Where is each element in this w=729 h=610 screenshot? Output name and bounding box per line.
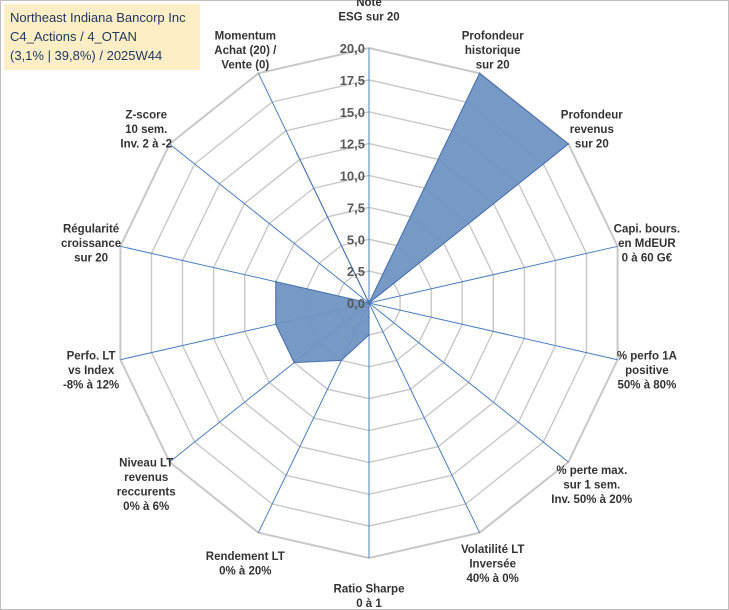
axis-label-line: 40% à 0% (466, 573, 518, 585)
tick-labels: 0,0 2,5 5,0 7,5 10,0 12,5 15,0 17,5 20,0 (340, 41, 365, 311)
axis-label-line: sur 20 (575, 138, 609, 150)
axis-label-line: 0 à 1 (356, 598, 382, 610)
axis-label-line: -8% à 12% (63, 380, 119, 392)
series-polygon (275, 72, 570, 364)
axis-spoke (169, 143, 370, 304)
axis-label: Volatilité LT Inversée 40% à 0% (461, 544, 524, 585)
axis-label: Note ESG sur 20 (338, 0, 399, 23)
axis-label: Profondeur revenus sur 20 (561, 109, 623, 150)
title-line-1: Northeast Indiana Bancorp Inc (10, 10, 186, 25)
axis-label: Profondeur historique sur 20 (462, 30, 524, 71)
axis-label-line: reccurents (117, 487, 176, 499)
axis-spoke (368, 302, 618, 361)
axis-label-line: revenus (570, 124, 614, 136)
axis-label-line: positive (625, 365, 668, 377)
axis-label: Ratio Sharpe 0 à 1 (334, 583, 405, 610)
title-line-2: C4_Actions / 4_OTAN (10, 29, 137, 44)
axis-label-line: Profondeur (561, 109, 623, 121)
series-area (275, 72, 570, 364)
data-point (275, 323, 277, 326)
axis-spoke (368, 245, 618, 304)
data-point (478, 72, 481, 75)
axis-label-line: 50% à 80% (617, 380, 676, 392)
data-point (296, 152, 298, 155)
axis-label-line: croissance (61, 238, 121, 250)
axis-label: Capi. bours. en MdEUR 0 à 60 G€ (614, 224, 680, 265)
axis-label: Régularité croissance sur 20 (61, 224, 121, 265)
axis-label-line: Inv. 2 à -2 (120, 138, 172, 150)
axis-spoke (368, 302, 569, 463)
data-point (567, 143, 570, 145)
axis-label-line: historique (465, 45, 521, 57)
data-point (293, 361, 296, 364)
axis-label: Niveau LT revenus reccurents 0% à 6% (117, 458, 176, 513)
axis-label-line: Rendement LT (206, 551, 285, 563)
tick-label: 10,0 (340, 169, 365, 184)
tick-label: 7,5 (347, 200, 365, 215)
axis-label-line: Achat (20) / (214, 45, 277, 57)
axis-label-line: Z-score (125, 109, 167, 121)
data-point (368, 334, 370, 336)
axis-label-line: Ratio Sharpe (334, 583, 405, 595)
axis-label: Momentum Achat (20) / Vente (0) (214, 30, 277, 71)
axis-label-line: sur 1 sem. (563, 479, 620, 491)
tick-label: 2,5 (347, 264, 365, 279)
axis-label: % perte max. sur 1 sem. Inv. 50% à 20% (551, 465, 632, 506)
data-point (275, 280, 277, 283)
axis-label-line: Inv. 50% à 20% (551, 494, 632, 506)
tick-label: 12,5 (340, 137, 365, 152)
axis-label-line: 0% à 6% (123, 501, 169, 513)
axis-label: Z-score 10 sem. Inv. 2 à -2 (120, 109, 172, 150)
axis-label-line: Profondeur (462, 30, 524, 42)
axis-label-line: vs Index (68, 365, 115, 377)
axis-label-line: Niveau LT (119, 458, 173, 470)
axis-label-line: 0% à 20% (219, 566, 271, 578)
axis-label-line: revenus (124, 472, 168, 484)
axis-label-line: Vente (0) (221, 59, 269, 71)
title-box: Northeast Indiana Bancorp Inc C4_Actions… (4, 4, 200, 70)
tick-label: 20,0 (340, 41, 365, 56)
tick-label: 0,0 (347, 296, 365, 311)
data-point (368, 302, 370, 304)
axis-label-line: % perte max. (556, 465, 627, 477)
axis-label-line: Inversée (469, 558, 516, 570)
axis-label: % perfo 1A positive 50% à 80% (617, 351, 677, 392)
axis-label-line: Note (356, 0, 382, 9)
axis-label-line: en MdEUR (618, 238, 676, 250)
axis-spoke (368, 302, 481, 533)
axis-label: Rendement LT 0% à 20% (206, 551, 285, 578)
axis-label-line: sur 20 (476, 59, 510, 71)
axis-label-line: Régularité (63, 224, 119, 236)
axis-label-line: Perfo. LT (67, 351, 116, 363)
axis-label-line: % perfo 1A (617, 351, 677, 363)
tick-label: 17,5 (340, 73, 365, 88)
data-point (340, 359, 343, 362)
axis-label-line: Momentum (215, 30, 276, 42)
tick-label: 5,0 (347, 232, 365, 247)
axis-label-line: 10 sem. (125, 124, 167, 136)
tick-label: 15,0 (340, 105, 365, 120)
axis-label-line: Volatilité LT (461, 544, 524, 556)
axis-label-line: Capi. bours. (614, 224, 680, 236)
axis-labels: Note ESG sur 20 Profondeur historique sur 20… (61, 0, 680, 610)
axis-label-line: ESG sur 20 (338, 11, 399, 23)
axis-label-line: 0 à 60 G€ (622, 253, 673, 265)
axis-label-line: sur 20 (74, 253, 108, 265)
axis-label: Perfo. LT vs Index -8% à 12% (63, 351, 119, 392)
title-line-3: (3,1% | 39,8%) / 2025W44 (10, 48, 163, 63)
